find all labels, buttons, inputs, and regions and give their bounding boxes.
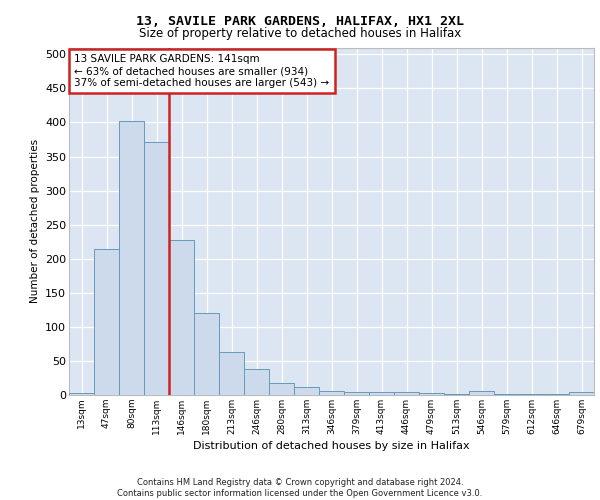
Text: 13, SAVILE PARK GARDENS, HALIFAX, HX1 2XL: 13, SAVILE PARK GARDENS, HALIFAX, HX1 2X…: [136, 15, 464, 28]
Bar: [219, 352, 244, 395]
Bar: [494, 394, 519, 395]
Bar: [94, 248, 119, 395]
Bar: [344, 392, 369, 395]
Bar: [169, 240, 194, 395]
Bar: [244, 369, 269, 395]
Bar: [119, 121, 144, 395]
Bar: [269, 382, 294, 395]
Bar: [144, 142, 169, 395]
Text: 13 SAVILE PARK GARDENS: 141sqm
← 63% of detached houses are smaller (934)
37% of: 13 SAVILE PARK GARDENS: 141sqm ← 63% of …: [74, 54, 329, 88]
Bar: [569, 392, 594, 395]
Bar: [369, 392, 394, 395]
Bar: [544, 394, 569, 395]
Bar: [394, 392, 419, 395]
Bar: [444, 394, 469, 395]
Bar: [469, 391, 494, 395]
Text: Contains HM Land Registry data © Crown copyright and database right 2024.
Contai: Contains HM Land Registry data © Crown c…: [118, 478, 482, 498]
X-axis label: Distribution of detached houses by size in Halifax: Distribution of detached houses by size …: [193, 441, 470, 451]
Bar: [419, 393, 444, 395]
Bar: [294, 387, 319, 395]
Text: Size of property relative to detached houses in Halifax: Size of property relative to detached ho…: [139, 28, 461, 40]
Bar: [319, 391, 344, 395]
Y-axis label: Number of detached properties: Number of detached properties: [29, 139, 40, 304]
Bar: [69, 393, 94, 395]
Bar: [519, 394, 544, 395]
Bar: [194, 313, 219, 395]
